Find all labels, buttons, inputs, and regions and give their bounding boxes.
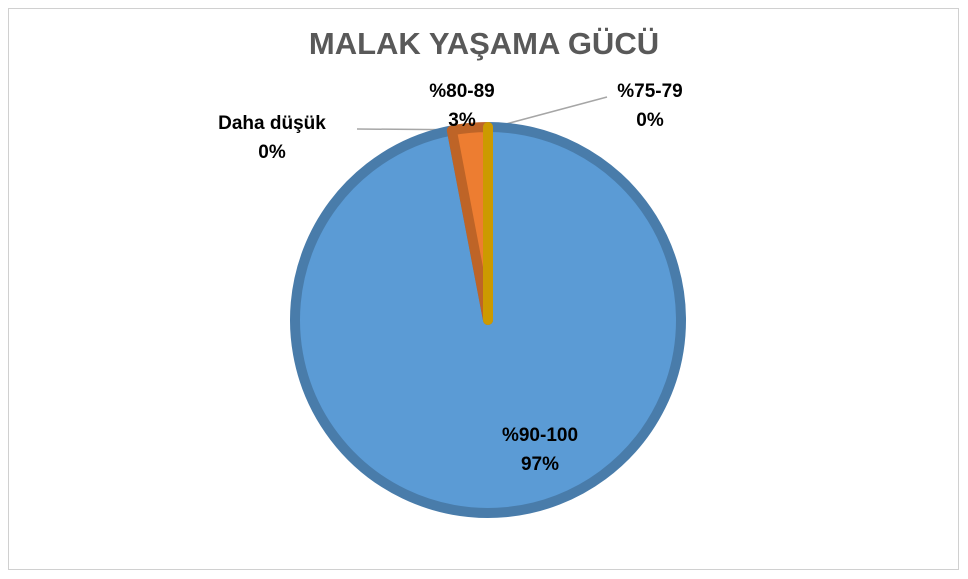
data-label-value: 0% <box>258 142 286 163</box>
chart-title: MALAK YAŞAMA GÜCÜ <box>309 26 659 61</box>
data-label-name: %75-79 <box>617 81 683 102</box>
leader-line <box>490 96 608 129</box>
data-label-name: Daha düşük <box>218 113 326 134</box>
data-label-value: 3% <box>448 110 476 131</box>
data-label-value: 0% <box>636 110 664 131</box>
data-label-value: 97% <box>521 454 559 475</box>
data-label-name: %90-100 <box>502 425 578 446</box>
data-label-name: %80-89 <box>429 81 495 102</box>
